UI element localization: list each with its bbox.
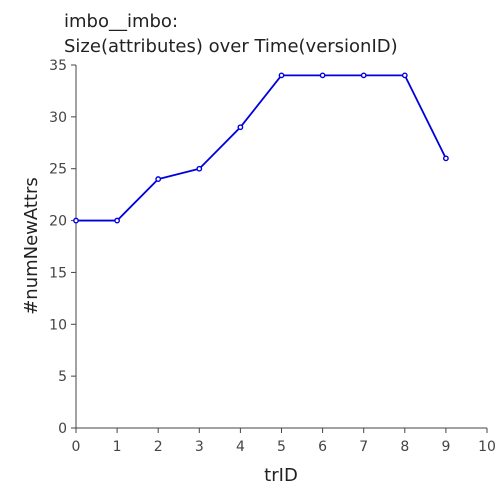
y-tick-label: 15	[49, 265, 67, 281]
x-tick-label: 4	[236, 439, 245, 455]
y-tick-label: 0	[58, 421, 67, 437]
y-tick-label: 30	[49, 110, 67, 126]
data-point	[73, 217, 79, 224]
y-tick-label: 25	[49, 162, 67, 178]
y-tick-label: 35	[49, 58, 67, 74]
data-point	[278, 72, 285, 79]
x-tick-label: 5	[277, 439, 286, 455]
data-point	[401, 72, 408, 79]
x-tick-label: 6	[318, 439, 327, 455]
data-point	[442, 155, 449, 162]
series-layer	[73, 72, 449, 224]
y-tick-label: 20	[49, 214, 67, 230]
data-point	[196, 165, 203, 172]
x-tick-label: 2	[154, 439, 163, 455]
series-line	[76, 74, 447, 222]
data-point	[319, 72, 326, 79]
x-tick-label: 0	[72, 439, 81, 455]
x-axis-label: trID	[264, 465, 298, 486]
data-point	[237, 124, 244, 131]
x-ticks: 0 1 2 3 4 5 6 7 8 9 10	[72, 428, 496, 455]
x-tick-label: 7	[359, 439, 368, 455]
y-axis-label: #numNewAttrs	[21, 177, 42, 315]
chart-title: imbo__imbo: Size(attributes) over Time(v…	[64, 9, 398, 59]
x-tick-label: 8	[400, 439, 409, 455]
x-tick-label: 1	[113, 439, 122, 455]
data-point	[360, 72, 367, 79]
y-tick-label: 10	[49, 317, 67, 333]
axes	[75, 65, 487, 429]
data-point	[155, 176, 162, 182]
chart-title-line-2: Size(attributes) over Time(versionID)	[64, 36, 398, 57]
chart-title-line-1: imbo__imbo:	[64, 11, 179, 32]
x-tick-label: 10	[478, 439, 496, 455]
x-tick-label: 9	[441, 439, 450, 455]
data-point	[114, 217, 121, 224]
y-tick-label: 5	[58, 369, 67, 385]
x-tick-label: 3	[195, 439, 204, 455]
y-ticks: 0 5 10 15 20 25 30 35	[49, 58, 76, 437]
